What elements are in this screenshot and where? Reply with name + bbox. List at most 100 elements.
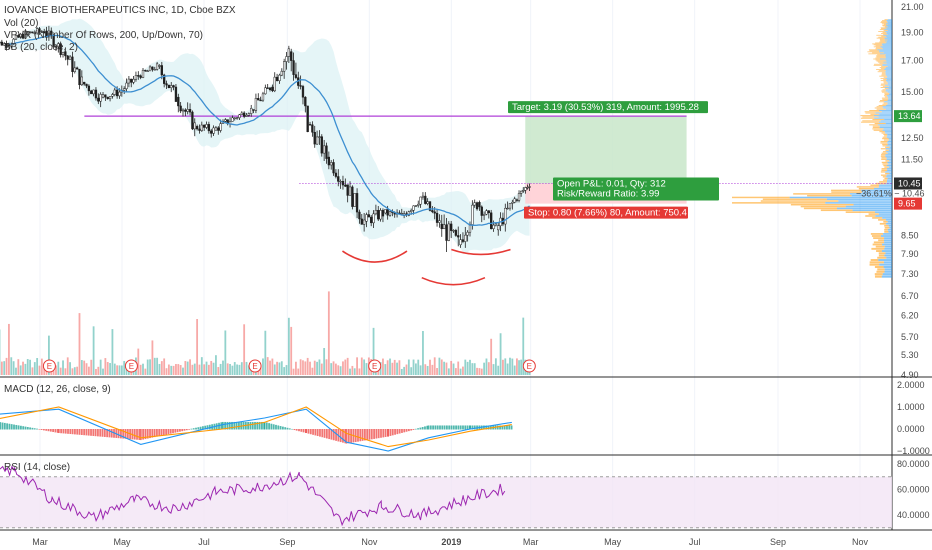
macd-histogram-bar (185, 429, 188, 431)
macd-legend[interactable]: MACD (12, 26, close, 9) (4, 384, 111, 395)
macd-histogram-bar (24, 426, 27, 430)
candle-body (447, 223, 450, 241)
candle-body (193, 122, 196, 130)
candle-body (315, 136, 319, 145)
volume-bar (400, 368, 403, 375)
vpvr-up-bar (884, 245, 892, 248)
candle-body (73, 67, 76, 72)
macd-histogram-bar (389, 429, 392, 436)
macd-histogram-bar (464, 425, 467, 430)
candle-body (210, 130, 213, 134)
candle-body (290, 51, 293, 61)
volume-bar (283, 367, 286, 375)
volume-bar (196, 319, 199, 375)
bb-legend[interactable]: BB (20, close, 2) (4, 42, 78, 53)
inverse-head-shoulders-pattern[interactable] (342, 248, 511, 286)
candle-body (426, 201, 429, 204)
vpvr-down-bar (881, 83, 888, 85)
volume-bar (459, 368, 462, 375)
candle-body (528, 186, 531, 188)
vpvr-down-bar (885, 172, 890, 175)
macd-histogram-bar (298, 429, 300, 432)
symbol-title[interactable]: IOVANCE BIOTHERAPEUTICS INC, 1D, Cboe BZ… (4, 5, 236, 16)
candle-body (327, 156, 330, 166)
candle-body (113, 89, 116, 95)
candle-body (132, 78, 135, 83)
pattern-arc (342, 250, 408, 263)
vpvr-up-bar (885, 90, 892, 92)
macd-histogram-bar (439, 425, 441, 430)
vpvr-down-bar (873, 237, 885, 240)
candle-body (92, 89, 95, 95)
volume-bar (516, 358, 518, 375)
volume-bar (57, 361, 60, 375)
macd-histogram-bar (471, 425, 474, 430)
macd-histogram-bar (473, 425, 476, 430)
volume-bar (186, 361, 189, 375)
volume-bar (76, 366, 79, 375)
volume-legend[interactable]: Vol (20) (4, 18, 38, 29)
volume-bar (440, 359, 443, 375)
volume-bar (447, 368, 450, 375)
vpvr-up-bar (887, 21, 892, 22)
candle-body (504, 207, 507, 225)
vpvr-down-bar (732, 196, 790, 199)
volume-bar (90, 359, 93, 375)
volume-bar (353, 368, 356, 375)
rsi-legend[interactable]: RSI (14, close) (4, 462, 70, 473)
volume-bar (247, 365, 250, 375)
macd-histogram-bar (92, 429, 95, 436)
macd-histogram-bar (499, 425, 501, 430)
vpvr-up-bar (886, 62, 892, 64)
volume-bar (483, 362, 486, 375)
candle-body (172, 85, 175, 88)
vpvr-up-bar (886, 32, 892, 33)
candle-body (330, 162, 333, 166)
candle-body (400, 212, 403, 215)
vpvr-down-bar (882, 98, 889, 100)
vpvr-down-bar (876, 270, 885, 273)
volume-bar (36, 358, 39, 375)
vpvr-down-bar (883, 82, 888, 84)
vpvr-up-bar (886, 41, 892, 43)
volume-bar (323, 348, 326, 375)
vpvr-down-bar (869, 124, 879, 126)
macd-histogram-bar (144, 429, 147, 440)
candle-body (384, 209, 387, 214)
candle-body (163, 74, 166, 84)
vpvr-up-bar (886, 157, 892, 159)
macd-histogram-bar (328, 429, 331, 440)
candle-body (165, 83, 168, 86)
vpvr-up-bar (852, 209, 892, 212)
vpvr-up-bar (885, 105, 892, 106)
vpvr-up-bar (883, 233, 892, 235)
time-axis[interactable]: Mar May Jul Sep Nov 2019 Mar May Jul Sep Nov (32, 537, 868, 547)
macd-histogram-bar (450, 425, 453, 430)
candle-body (101, 94, 105, 98)
macd-histogram-bar (231, 421, 233, 430)
macd-histogram-bar (436, 425, 439, 430)
price-tick-label: 5.30 (901, 350, 919, 360)
volume-bar (297, 368, 300, 375)
macd-histogram-bar (124, 429, 127, 439)
vpvr-up-bar (885, 154, 892, 156)
volume-bar (492, 364, 495, 375)
macd-histogram-bar (510, 425, 513, 430)
candle-body (287, 48, 291, 57)
volume-bar (172, 365, 175, 375)
macd-histogram-bar (60, 429, 63, 434)
macd-histogram-bar (108, 429, 111, 438)
volume-bar (66, 357, 69, 375)
vpvr-down-bar (880, 174, 887, 176)
volume-bar (346, 357, 349, 375)
vpvr-up-bar (885, 252, 892, 255)
price-axis[interactable]: 21.00 19.00 17.00 15.00 12.50 11.50 8.50 7.90 7.… (897, 2, 930, 520)
volume-bar (382, 358, 384, 375)
vpvr-down-bar (879, 62, 887, 64)
candle-body (508, 203, 512, 209)
vpvr-legend[interactable]: VPVR (Number Of Rows, 200, Up/Down, 70) (4, 30, 203, 41)
macd-tick-label: −1.0000 (897, 446, 930, 456)
macd-histogram-bar (90, 429, 92, 436)
